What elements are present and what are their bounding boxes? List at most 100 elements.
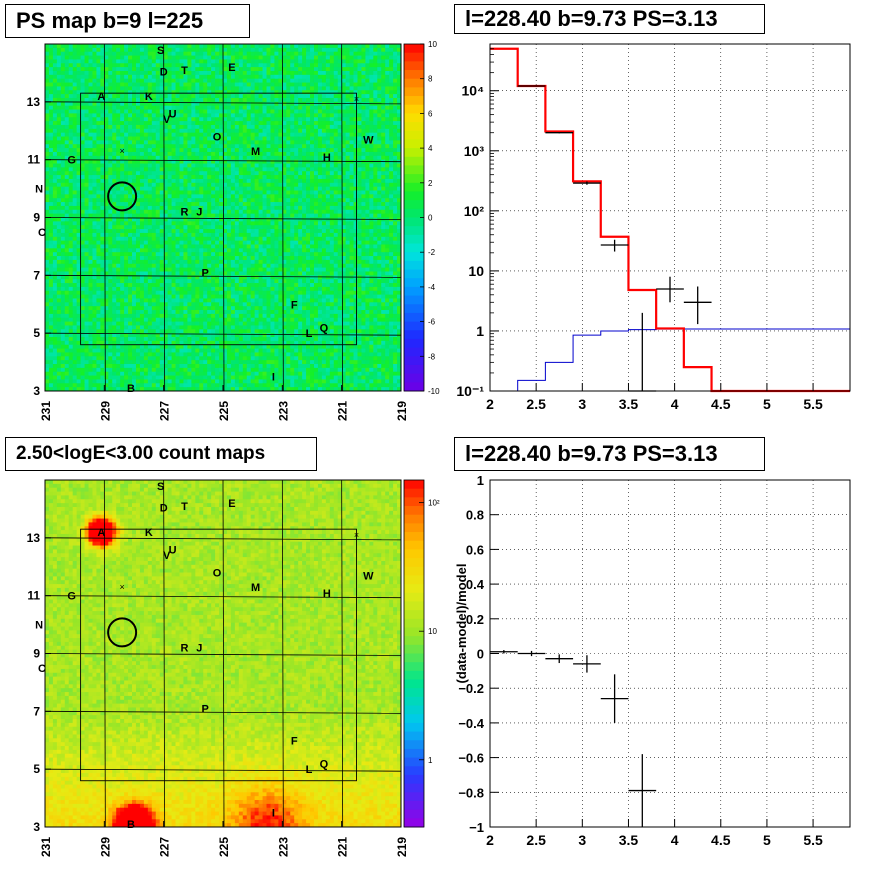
ps-map-pixel: [139, 128, 145, 134]
ps-map-pixel: [56, 121, 62, 126]
ps-map-pixel: [116, 51, 121, 56]
ps-map-pixel: [80, 86, 85, 91]
ps-map-pixel: [84, 205, 89, 211]
ps-map-pixel: [187, 63, 192, 68]
ps-map-pixel: [230, 121, 236, 126]
ps-map-pixel: [298, 74, 303, 80]
ps-map-pixel: [254, 101, 259, 107]
ps-map-pixel: [329, 117, 335, 122]
ps-map-pixel: [68, 128, 74, 134]
ps-map-pixel: [143, 163, 149, 168]
ps-map-pixel: [199, 256, 204, 261]
ps-map-pixel: [298, 175, 303, 180]
ps-map-pixel: [120, 44, 125, 49]
ps-map-pixel: [337, 97, 343, 103]
ps-map-pixel: [234, 117, 240, 122]
ps-map-pixel: [60, 190, 66, 195]
ps-map-pixel: [282, 148, 287, 153]
ps-map-pixel: [306, 163, 311, 168]
ps-map-pixel: [104, 155, 109, 161]
ps-map-pixel: [389, 144, 394, 149]
ps-map-pixel: [341, 225, 347, 230]
ps-map-pixel: [230, 159, 236, 164]
ps-map-pixel: [230, 163, 236, 168]
ps-map-pixel: [282, 132, 287, 137]
ps-map-pixel: [226, 209, 232, 215]
ps-map-pixel: [48, 51, 54, 56]
ps-map-pixel: [266, 105, 271, 110]
ps-map-pixel: [298, 44, 303, 49]
ps-map-pixel: [357, 44, 362, 49]
ps-map-pixel: [306, 186, 311, 191]
ps-map-pixel: [76, 229, 81, 234]
ps-map-pixel: [112, 178, 117, 184]
ps-map-pixel: [68, 140, 74, 145]
ps-map-pixel: [310, 244, 315, 249]
ps-map-pixel: [48, 144, 54, 149]
ps-map-pixel: [361, 248, 366, 253]
ps-map-pixel: [345, 47, 350, 53]
ps-map-pixel: [151, 148, 157, 153]
ps-map-pixel: [187, 78, 192, 83]
ps-map-pixel: [211, 186, 216, 191]
ps-map-pixel: [60, 244, 66, 249]
ps-map-pixel: [254, 97, 259, 103]
ps-map-pixel: [147, 155, 153, 161]
ps-map-pixel: [286, 229, 291, 234]
ps-map-pixel: [313, 47, 319, 53]
ps-map-pixel: [250, 128, 256, 134]
ps-map-pixel: [159, 97, 165, 103]
ps-map-pixel: [373, 171, 378, 176]
ps-map-pixel: [68, 82, 74, 87]
ps-map-pixel: [159, 124, 165, 130]
ps-map-pixel: [349, 101, 354, 107]
ps-map-pixel: [215, 186, 220, 191]
ps-map-pixel: [353, 205, 358, 211]
ps-map-pixel: [80, 136, 85, 141]
ps-map-pixel: [155, 67, 161, 72]
ps-map-pixel: [381, 105, 386, 110]
ps-map-pixel: [234, 232, 240, 238]
ps-map-pixel: [45, 47, 50, 53]
ps-map-pixel: [234, 186, 240, 191]
ps-map-pixel: [56, 55, 62, 60]
ps-map-pixel: [397, 148, 402, 153]
ps-map-pixel: [377, 244, 382, 249]
ps-map-pixel: [393, 121, 398, 126]
ps-map-pixel: [219, 167, 224, 172]
ps-map-pixel: [132, 163, 137, 168]
ps-map-pixel: [230, 205, 236, 211]
ps-map-pixel: [262, 163, 267, 168]
ps-map-pixel: [317, 202, 323, 207]
ps-map-pixel: [211, 171, 216, 176]
ps-map-pixel: [203, 167, 208, 172]
ps-map-pixel: [262, 109, 267, 114]
ps-map-pixel: [52, 55, 58, 60]
ps-map-pixel: [270, 128, 275, 134]
ps-map-pixel: [389, 132, 394, 137]
ps-map-pixel: [341, 163, 347, 168]
ps-map-pixel: [329, 202, 335, 207]
ps-map-pixel: [238, 132, 244, 137]
ps-map-pixel: [302, 205, 307, 211]
ps-map-pixel: [223, 136, 228, 141]
ps-map-pixel: [183, 151, 188, 157]
ps-map-pixel: [171, 217, 176, 222]
ps-map-pixel: [341, 59, 347, 64]
ps-map-pixel: [270, 209, 275, 215]
ps-map-pixel: [250, 136, 256, 141]
ps-map-pixel: [298, 163, 303, 168]
ps-map-pixel: [369, 209, 374, 215]
ps-map-pixel: [298, 236, 303, 242]
ps-map-pixel: [373, 186, 378, 191]
ps-map-pixel: [84, 244, 89, 249]
ps-map-pixel: [242, 140, 248, 145]
ps-map-pixel: [179, 51, 184, 56]
ps-map-pixel: [397, 124, 402, 130]
ps-map-pixel: [211, 209, 216, 215]
ps-map-pixel: [365, 194, 370, 199]
ps-map-pixel: [60, 121, 66, 126]
ps-map-pixel: [234, 47, 240, 53]
ps-map-pixel: [266, 128, 271, 134]
ps-map-pixel: [333, 136, 339, 141]
